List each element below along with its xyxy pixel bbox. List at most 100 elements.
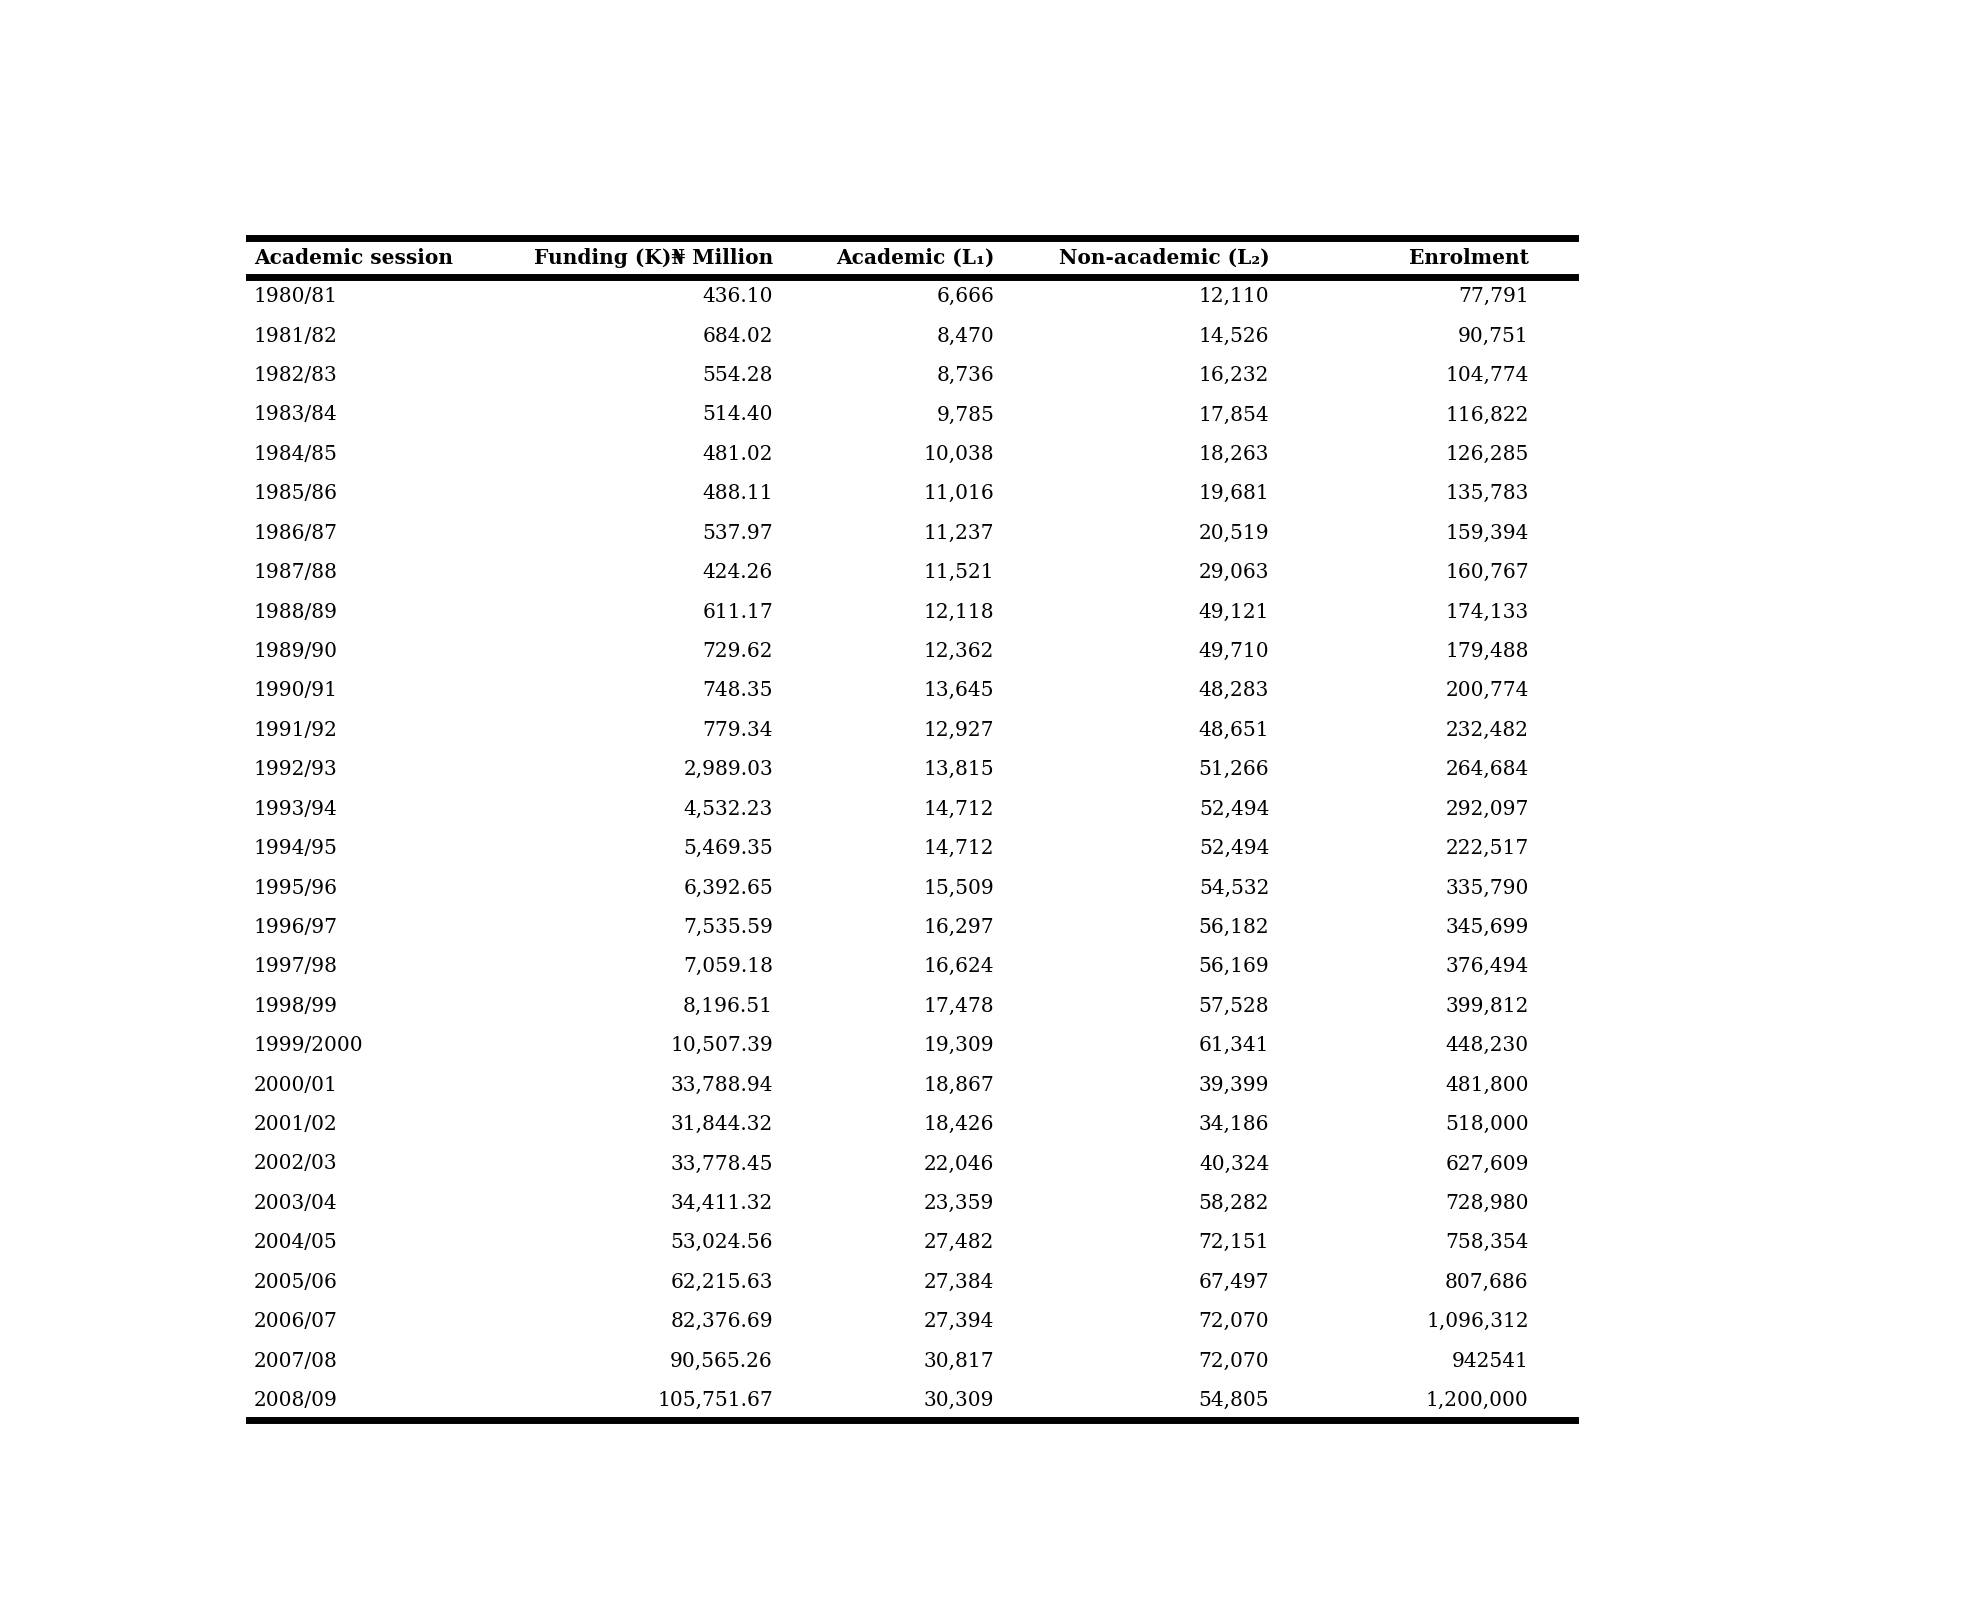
Text: 1982/83: 1982/83 [254,366,337,386]
Text: 116,822: 116,822 [1446,405,1529,425]
Text: 1,096,312: 1,096,312 [1426,1311,1529,1331]
Text: 72,070: 72,070 [1198,1352,1269,1371]
Text: 5,469.35: 5,469.35 [684,840,772,858]
Text: 2000/01: 2000/01 [254,1076,337,1094]
Text: 2001/02: 2001/02 [254,1115,337,1135]
Text: 728,980: 728,980 [1446,1195,1529,1213]
Text: 4,532.23: 4,532.23 [684,799,772,819]
Text: 160,767: 160,767 [1446,562,1529,582]
Text: 72,070: 72,070 [1198,1311,1269,1331]
Text: 51,266: 51,266 [1198,760,1269,780]
Text: 11,237: 11,237 [924,524,995,543]
Text: 11,521: 11,521 [924,562,995,582]
Text: 10,038: 10,038 [924,444,995,464]
Text: 1984/85: 1984/85 [254,444,337,464]
Text: 30,817: 30,817 [924,1352,995,1371]
Text: 1988/89: 1988/89 [254,603,339,621]
Text: 72,151: 72,151 [1198,1234,1269,1253]
Text: 33,778.45: 33,778.45 [670,1154,772,1174]
Text: 1987/88: 1987/88 [254,562,339,582]
Text: 16,232: 16,232 [1200,366,1269,386]
Text: 12,362: 12,362 [924,642,995,661]
Text: 61,341: 61,341 [1198,1036,1269,1055]
Text: 335,790: 335,790 [1446,879,1529,898]
Text: 514.40: 514.40 [703,405,772,425]
Text: 6,666: 6,666 [936,287,995,306]
Text: 33,788.94: 33,788.94 [670,1076,772,1094]
Text: 1995/96: 1995/96 [254,879,339,898]
Text: 8,736: 8,736 [936,366,995,386]
Text: 48,283: 48,283 [1200,681,1269,700]
Text: 518,000: 518,000 [1446,1115,1529,1135]
Text: 34,411.32: 34,411.32 [670,1195,772,1213]
Text: 82,376.69: 82,376.69 [670,1311,772,1331]
Text: 2007/08: 2007/08 [254,1352,337,1371]
Text: 48,651: 48,651 [1198,721,1269,739]
Text: 49,121: 49,121 [1198,603,1269,621]
Text: 104,774: 104,774 [1446,366,1529,386]
Text: 30,309: 30,309 [924,1391,995,1410]
Text: 105,751.67: 105,751.67 [658,1391,772,1410]
Text: 488.11: 488.11 [703,485,772,503]
Text: 23,359: 23,359 [924,1195,995,1213]
Text: 1994/95: 1994/95 [254,840,337,858]
Text: 15,509: 15,509 [924,879,995,898]
Text: 90,751: 90,751 [1458,326,1529,345]
Text: 448,230: 448,230 [1446,1036,1529,1055]
Text: 54,805: 54,805 [1198,1391,1269,1410]
Text: 424.26: 424.26 [703,562,772,582]
Text: 22,046: 22,046 [924,1154,995,1174]
Text: 345,699: 345,699 [1446,917,1529,937]
Text: 1990/91: 1990/91 [254,681,339,700]
Text: 12,118: 12,118 [924,603,995,621]
Text: 292,097: 292,097 [1446,799,1529,819]
Text: 627,609: 627,609 [1446,1154,1529,1174]
Text: 1996/97: 1996/97 [254,917,339,937]
Text: 34,186: 34,186 [1198,1115,1269,1135]
Text: Enrolment: Enrolment [1409,248,1529,267]
Text: 16,624: 16,624 [924,958,995,976]
Text: 16,297: 16,297 [924,917,995,937]
Text: 62,215.63: 62,215.63 [670,1272,772,1292]
Text: 399,812: 399,812 [1446,997,1529,1016]
Text: 481.02: 481.02 [703,444,772,464]
Text: 1992/93: 1992/93 [254,760,337,780]
Text: 2003/04: 2003/04 [254,1195,337,1213]
Text: 554.28: 554.28 [703,366,772,386]
Text: 7,535.59: 7,535.59 [684,917,772,937]
Text: 53,024.56: 53,024.56 [670,1234,772,1253]
Text: 1993/94: 1993/94 [254,799,337,819]
Text: 264,684: 264,684 [1446,760,1529,780]
Text: 200,774: 200,774 [1446,681,1529,700]
Text: 29,063: 29,063 [1198,562,1269,582]
Text: 14,526: 14,526 [1198,326,1269,345]
Text: 1989/90: 1989/90 [254,642,339,661]
Text: 807,686: 807,686 [1446,1272,1529,1292]
Text: 27,384: 27,384 [924,1272,995,1292]
Text: 56,182: 56,182 [1198,917,1269,937]
Text: 54,532: 54,532 [1200,879,1269,898]
Text: 2002/03: 2002/03 [254,1154,337,1174]
Text: 1983/84: 1983/84 [254,405,337,425]
Text: 537.97: 537.97 [703,524,772,543]
Text: 77,791: 77,791 [1458,287,1529,306]
Text: 27,394: 27,394 [924,1311,995,1331]
Text: 942541: 942541 [1452,1352,1529,1371]
Text: 179,488: 179,488 [1446,642,1529,661]
Text: Academic (L₁): Academic (L₁) [835,248,995,267]
Text: 222,517: 222,517 [1446,840,1529,858]
Text: 1980/81: 1980/81 [254,287,339,306]
Text: 2006/07: 2006/07 [254,1311,337,1331]
Text: 1981/82: 1981/82 [254,326,337,345]
Text: 39,399: 39,399 [1198,1076,1269,1094]
Text: 1997/98: 1997/98 [254,958,339,976]
Text: 14,712: 14,712 [924,799,995,819]
Text: 19,681: 19,681 [1198,485,1269,503]
Text: 31,844.32: 31,844.32 [670,1115,772,1135]
Text: 20,519: 20,519 [1198,524,1269,543]
Text: 17,478: 17,478 [924,997,995,1016]
Text: 27,482: 27,482 [924,1234,995,1253]
Text: 611.17: 611.17 [701,603,772,621]
Text: 9,785: 9,785 [936,405,995,425]
Text: 779.34: 779.34 [703,721,772,739]
